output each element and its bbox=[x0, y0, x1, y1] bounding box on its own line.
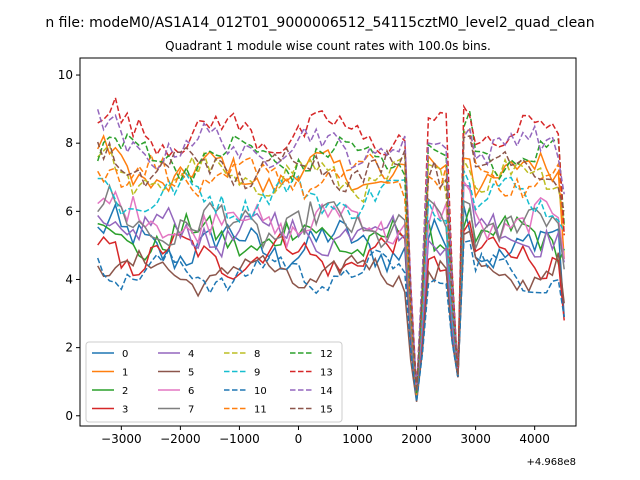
legend-label-13: 13 bbox=[320, 368, 333, 379]
series-line-13 bbox=[97, 95, 565, 389]
y-tick-label: 0 bbox=[65, 409, 73, 423]
legend-label-10: 10 bbox=[254, 386, 267, 397]
legend-label-11: 11 bbox=[254, 405, 267, 416]
y-tick-label: 10 bbox=[58, 68, 73, 82]
axes-frame bbox=[79, 57, 577, 427]
legend-box bbox=[85, 341, 343, 423]
series-line-12 bbox=[96, 110, 565, 394]
legend-label-8: 8 bbox=[254, 349, 260, 360]
series-line-7 bbox=[97, 183, 565, 397]
x-tick-label: 4000 bbox=[519, 432, 550, 446]
series-line-4 bbox=[97, 184, 565, 400]
legend-label-2: 2 bbox=[122, 386, 128, 397]
x-tick-label: −2000 bbox=[160, 432, 201, 446]
x-tick-label: 2000 bbox=[401, 432, 432, 446]
y-tick-label: 8 bbox=[65, 136, 73, 150]
x-offset-label: +4.968e8 bbox=[526, 457, 576, 468]
x-axis: −3000 −2000 −1000 0 1000 2000 3000 4000 bbox=[101, 426, 550, 446]
series-line-14 bbox=[96, 109, 565, 391]
series-line-8 bbox=[97, 142, 565, 393]
x-tick-label: −3000 bbox=[101, 432, 142, 446]
series-line-1 bbox=[97, 134, 565, 393]
y-tick-label: 4 bbox=[65, 272, 73, 286]
plot-area: −3000 −2000 −1000 0 1000 2000 3000 4000 0246810… bbox=[58, 57, 577, 468]
series-line-6 bbox=[97, 179, 565, 398]
x-tick-label: −1000 bbox=[219, 432, 260, 446]
series-lines bbox=[96, 95, 565, 402]
legend-label-15: 15 bbox=[320, 405, 333, 416]
legend-label-7: 7 bbox=[188, 405, 194, 416]
series-line-10 bbox=[96, 239, 565, 402]
legend-label-6: 6 bbox=[188, 386, 194, 397]
legend-label-9: 9 bbox=[254, 368, 260, 379]
legend-label-5: 5 bbox=[188, 368, 194, 379]
legend-label-1: 1 bbox=[122, 368, 128, 379]
y-axis: 0 2 4 6 8 10 bbox=[58, 68, 80, 423]
chart-title: Quadrant 1 module wise count rates with … bbox=[165, 39, 491, 53]
series-line-9 bbox=[97, 170, 565, 395]
x-tick-label: 1000 bbox=[342, 432, 373, 446]
x-tick-label: 3000 bbox=[460, 432, 491, 446]
legend-label-0: 0 bbox=[122, 349, 128, 360]
legend-label-3: 3 bbox=[122, 405, 128, 416]
series-line-11 bbox=[97, 128, 565, 396]
y-tick-label: 6 bbox=[65, 204, 73, 218]
x-tick-label: 0 bbox=[295, 432, 303, 446]
series-line-15 bbox=[96, 134, 565, 392]
y-tick-label: 2 bbox=[65, 341, 73, 355]
legend-label-12: 12 bbox=[320, 349, 333, 360]
legend-label-14: 14 bbox=[320, 386, 333, 397]
legend-label-4: 4 bbox=[188, 349, 194, 360]
figure-suptitle: n file: modeM0/AS1A14_012T01_9000006512_… bbox=[45, 15, 594, 31]
